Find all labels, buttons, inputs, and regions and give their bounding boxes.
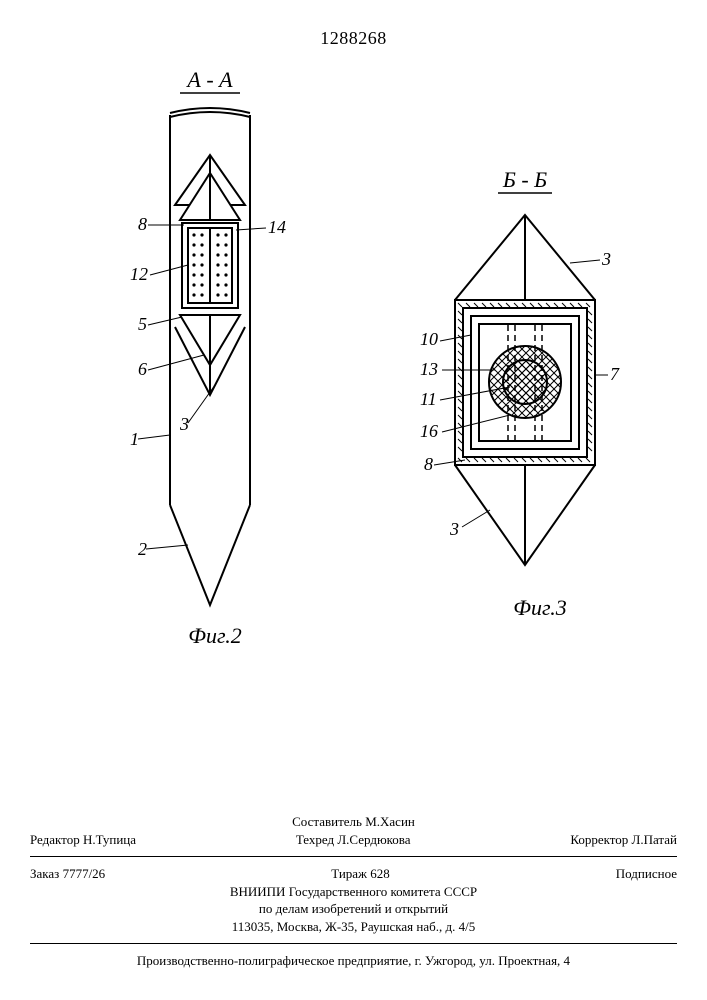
callout-8: 8 [138, 214, 147, 234]
figures-area: А - А [0, 65, 707, 765]
figure-2: А - А [80, 65, 340, 665]
fig3-caption: Фиг.3 [513, 595, 567, 620]
callout-5: 5 [138, 314, 147, 334]
order-label: Заказ [30, 866, 59, 881]
fig3-section-label: Б - Б [502, 167, 547, 192]
corrector-name: Л.Патай [632, 832, 677, 847]
compiler-name: М.Хасин [365, 814, 415, 829]
org-line1: ВНИИПИ Государственного комитета СССР [30, 883, 677, 901]
circulation-label: Тираж [331, 866, 367, 881]
compiler-label: Составитель [292, 814, 362, 829]
fig2-section-label: А - А [185, 67, 233, 92]
address: 113035, Москва, Ж-35, Раушская наб., д. … [30, 918, 677, 936]
printer: Производственно-полиграфическое предприя… [30, 952, 677, 970]
callout-14: 14 [268, 217, 286, 237]
patent-page: 1288268 А - А [0, 0, 707, 1000]
callout-10: 10 [420, 329, 438, 349]
callout-3b: 3 [449, 519, 459, 539]
callout-13: 13 [420, 359, 438, 379]
callout-1: 1 [130, 429, 139, 449]
org-line2: по делам изобретений и открытий [30, 900, 677, 918]
callout-16: 16 [420, 421, 438, 441]
footer-block: Составитель М.Хасин Редактор Н.Тупица Те… [30, 813, 677, 970]
callout-6: 6 [138, 359, 147, 379]
editor-label: Редактор [30, 832, 80, 847]
circulation-no: 628 [370, 866, 390, 881]
techred-label: Техред [296, 832, 334, 847]
fig2-caption: Фиг.2 [188, 623, 242, 648]
callout-8b: 8 [424, 454, 433, 474]
callout-12: 12 [130, 264, 148, 284]
document-number: 1288268 [320, 28, 387, 49]
techred-name: Л.Сердюкова [337, 832, 410, 847]
callout-3a: 3 [601, 249, 611, 269]
callout-11: 11 [420, 389, 437, 409]
corrector-label: Корректор [570, 832, 628, 847]
subscription: Подписное [616, 865, 677, 883]
callout-3: 3 [179, 414, 189, 434]
callout-7: 7 [610, 364, 620, 384]
figure-3: Б - Б [370, 165, 640, 685]
callout-2: 2 [138, 539, 147, 559]
editor-name: Н.Тупица [83, 832, 136, 847]
credits: Составитель М.Хасин [30, 813, 677, 831]
order-no: 7777/26 [63, 866, 106, 881]
